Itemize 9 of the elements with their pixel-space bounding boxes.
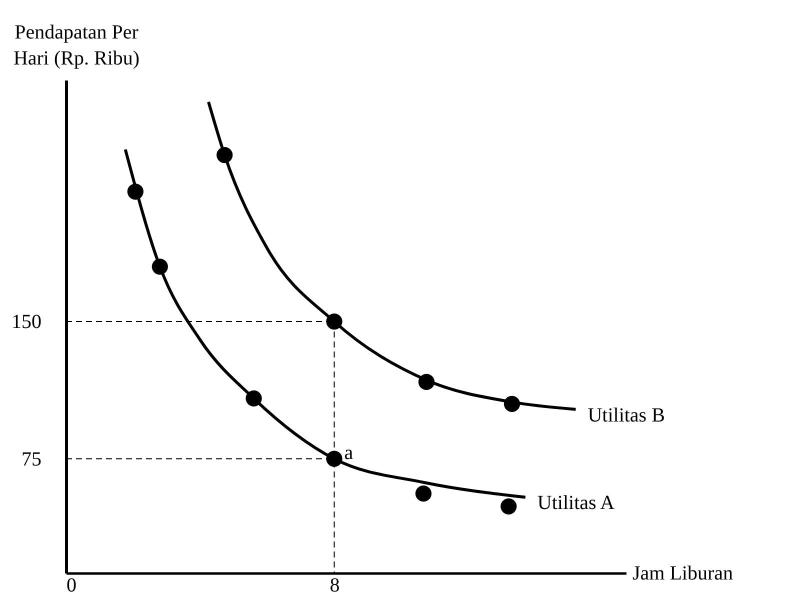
x-tick-label: 0 [66, 574, 76, 596]
y-tick-label: 75 [22, 448, 42, 470]
x-tick-label: 8 [330, 574, 340, 596]
series-label: Utilitas A [537, 492, 616, 514]
y-tick-label: 150 [12, 311, 42, 334]
y-axis-title: Pendapatan Per Hari (Rp. Ribu) [13, 22, 140, 70]
series-label: Utilitas B [588, 404, 665, 426]
x-axis-title: Jam Liburan [632, 562, 734, 584]
annotation: a [344, 442, 354, 464]
